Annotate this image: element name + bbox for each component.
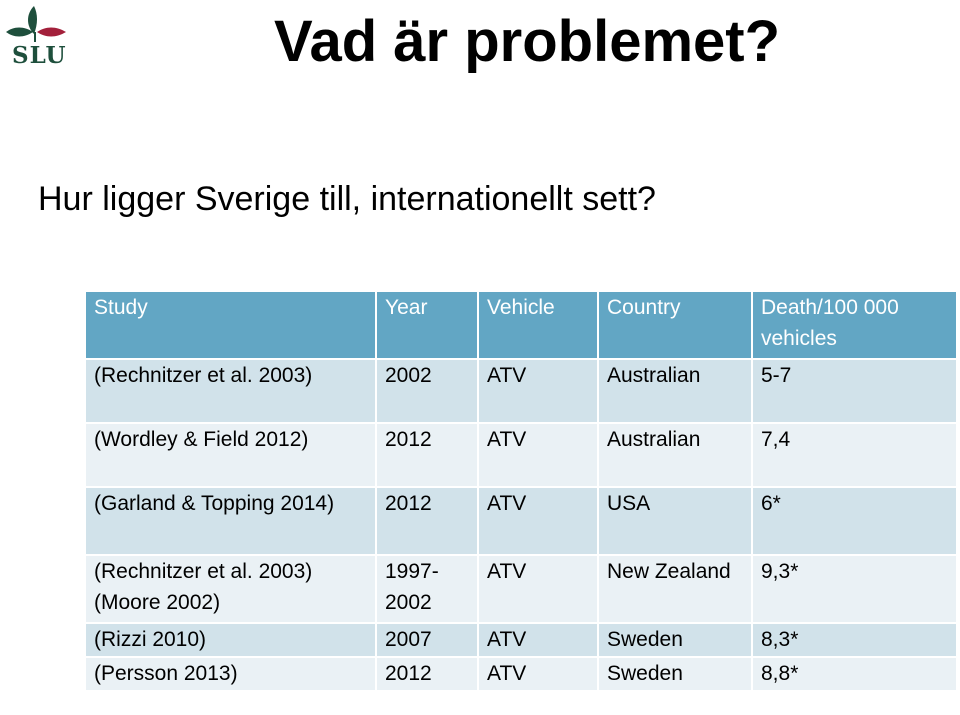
cell-death-rate: 8,3* [752, 623, 956, 658]
cell-vehicle: ATV [478, 359, 599, 424]
cell-year: 1997-2002 [376, 555, 479, 624]
cell-country: Sweden [598, 657, 753, 692]
table-row: (Persson 2013) 2012 ATV Sweden 8,8* [86, 657, 956, 692]
cell-vehicle: ATV [478, 555, 599, 624]
table-row: (Garland & Topping 2014) 2012 ATV USA 6* [86, 487, 956, 556]
cell-year: 2002 [376, 359, 479, 424]
cell-study: (Persson 2013) [86, 657, 377, 692]
cell-study: (Rechnitzer et al. 2003)(Moore 2002) [86, 555, 377, 624]
page-title: Vad är problemet? [274, 9, 781, 74]
cell-death-rate: 5-7 [752, 359, 956, 424]
logo-text: SLU [12, 42, 67, 69]
page-subtitle: Hur ligger Sverige till, internationellt… [38, 180, 656, 218]
cell-year: 2007 [376, 623, 479, 658]
header-year: Year [376, 292, 479, 360]
table-row: (Rizzi 2010) 2007 ATV Sweden 8,3* [86, 623, 956, 658]
cell-country: Australian [598, 359, 753, 424]
cell-death-rate: 9,3* [752, 555, 956, 624]
cell-country: New Zealand [598, 555, 753, 624]
table-row: (Rechnitzer et al. 2003) 2002 ATV Austra… [86, 359, 956, 424]
cell-country: Sweden [598, 623, 753, 658]
statistics-table: Study Year Vehicle Country Death/100 000… [86, 292, 956, 692]
cell-country: Australian [598, 423, 753, 488]
cell-year: 2012 [376, 423, 479, 488]
slu-logo: SLU [4, 2, 70, 70]
cell-study: (Wordley & Field 2012) [86, 423, 377, 488]
cell-death-rate: 6* [752, 487, 956, 556]
cell-study: (Garland & Topping 2014) [86, 487, 377, 556]
cell-death-rate: 8,8* [752, 657, 956, 692]
table-row: (Rechnitzer et al. 2003)(Moore 2002) 199… [86, 555, 956, 624]
cell-vehicle: ATV [478, 657, 599, 692]
header-vehicle: Vehicle [478, 292, 599, 360]
cell-study: (Rechnitzer et al. 2003) [86, 359, 377, 424]
cell-death-rate: 7,4 [752, 423, 956, 488]
cell-country: USA [598, 487, 753, 556]
cell-year: 2012 [376, 657, 479, 692]
header-death-rate: Death/100 000 vehicles [752, 292, 956, 360]
table-header-row: Study Year Vehicle Country Death/100 000… [86, 292, 956, 360]
header-study: Study [86, 292, 377, 360]
cell-vehicle: ATV [478, 487, 599, 556]
cell-vehicle: ATV [478, 423, 599, 488]
header-country: Country [598, 292, 753, 360]
cell-vehicle: ATV [478, 623, 599, 658]
cell-year: 2012 [376, 487, 479, 556]
cell-study: (Rizzi 2010) [86, 623, 377, 658]
table-row: (Wordley & Field 2012) 2012 ATV Australi… [86, 423, 956, 488]
slu-leaf-icon [6, 6, 66, 42]
